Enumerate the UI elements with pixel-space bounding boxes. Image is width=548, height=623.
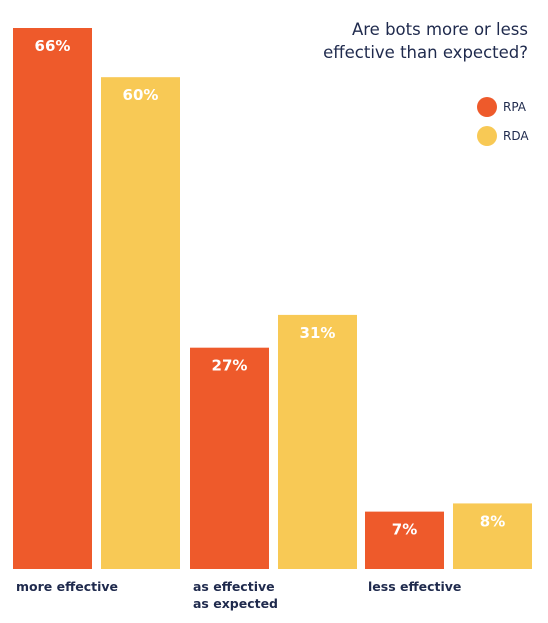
category-label: more effective <box>16 579 118 594</box>
bar-rda-1 <box>278 314 357 569</box>
legend-swatch-rpa <box>477 97 497 117</box>
category-label: as effective <box>193 579 275 594</box>
category-labels: more effective as effective as expected les… <box>16 579 461 611</box>
bar-rpa-0 <box>13 28 92 569</box>
bar-value-label: 7% <box>392 521 417 539</box>
bar-value-label: 27% <box>212 357 248 375</box>
bar-rpa-2 <box>365 511 444 569</box>
chart-title-line: Are bots more or less <box>352 20 528 39</box>
bar-value-label: 66% <box>35 37 71 55</box>
bar-value-label: 60% <box>123 86 159 104</box>
chart-title: Are bots more or less effective than expe… <box>323 20 528 62</box>
bar-rpa-1 <box>190 347 269 569</box>
bar-value-label: 8% <box>480 512 505 530</box>
chart-title-line: effective than expected? <box>323 43 528 62</box>
category-label: less effective <box>368 579 461 594</box>
bar-rda-0 <box>101 77 180 569</box>
legend-label-rda: RDA <box>503 129 529 143</box>
bars: 66% 60% 27% 31% 7% 8% <box>13 28 532 569</box>
legend-label-rpa: RPA <box>503 100 527 114</box>
legend: RPA RDA <box>477 97 529 146</box>
legend-swatch-rda <box>477 126 497 146</box>
bar-value-label: 31% <box>300 324 336 342</box>
bar-rda-2 <box>453 503 532 569</box>
category-label: as expected <box>193 596 278 611</box>
